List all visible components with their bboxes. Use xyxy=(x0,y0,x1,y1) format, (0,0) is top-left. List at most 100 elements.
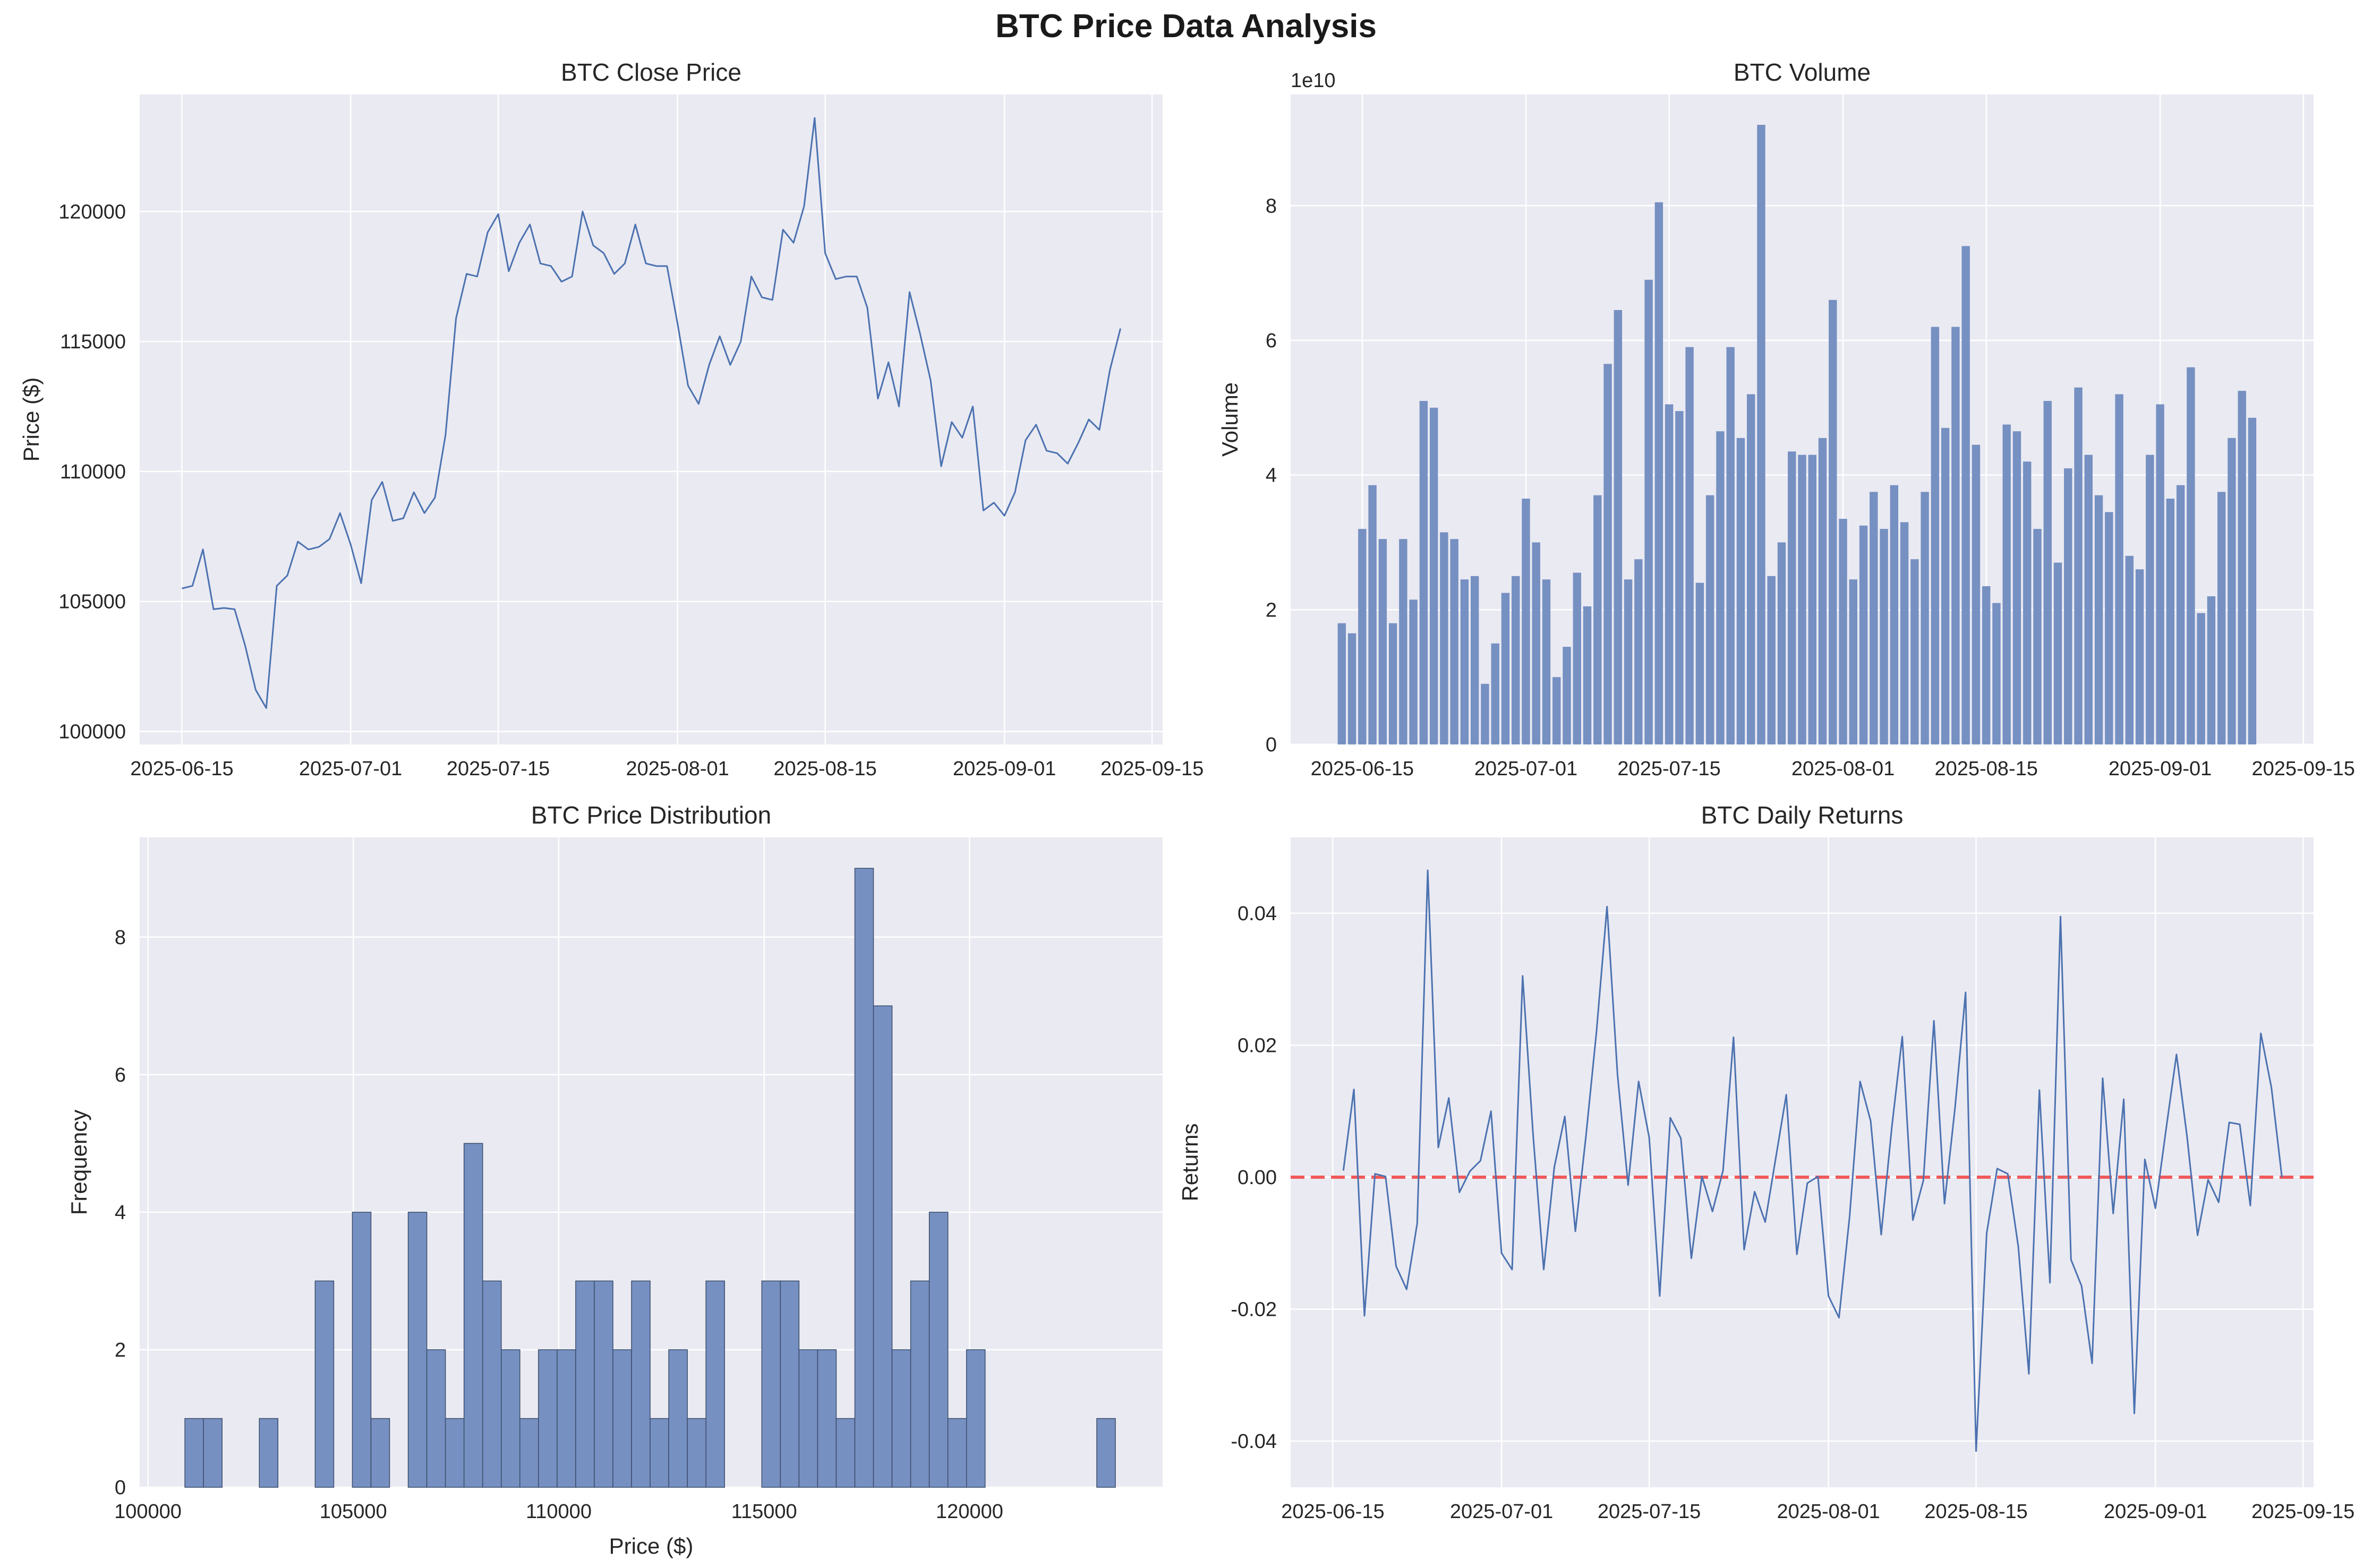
x-tick-label: 2025-09-01 xyxy=(2104,1501,2207,1523)
histogram-bar xyxy=(854,868,874,1488)
volume-bar xyxy=(1388,623,1397,744)
volume-bar xyxy=(1829,299,1837,744)
volume-bar xyxy=(2105,512,2113,744)
volume-bar xyxy=(1890,485,1899,744)
histogram-bar xyxy=(631,1280,651,1488)
volume-bar xyxy=(1705,495,1714,744)
volume-bar xyxy=(1961,246,1970,744)
volume-bar xyxy=(1972,444,1981,744)
volume-bar xyxy=(2125,555,2134,744)
histogram-bar xyxy=(575,1280,595,1488)
volume-bar xyxy=(2043,401,2052,744)
x-tick-label: 2025-07-15 xyxy=(1617,758,1720,780)
volume-bar xyxy=(1481,683,1489,744)
volume-bar xyxy=(1900,522,1909,744)
x-tick-label: 2025-08-01 xyxy=(1791,758,1895,780)
histogram-bar xyxy=(910,1280,930,1488)
histogram-bar xyxy=(501,1349,521,1488)
volume-bar xyxy=(1931,327,1940,744)
volume-bar xyxy=(2166,499,2175,744)
plot-area xyxy=(140,837,1163,1487)
plot-area xyxy=(1291,837,2314,1487)
x-tick-label: 110000 xyxy=(526,1501,592,1523)
y-tick-label: 105000 xyxy=(58,591,126,613)
volume-bar xyxy=(1573,572,1581,744)
x-tick-label: 115000 xyxy=(731,1501,797,1523)
histogram-bar xyxy=(445,1418,465,1488)
histogram-bar xyxy=(482,1280,502,1488)
volume-bar xyxy=(2002,424,2011,744)
volume-bar xyxy=(1358,529,1367,744)
volume-bar xyxy=(2187,367,2195,744)
histogram-bar xyxy=(370,1418,390,1488)
y-offset-label: 1e10 xyxy=(1291,70,1336,92)
volume-bar xyxy=(1992,603,2001,744)
y-tick-label: 0.04 xyxy=(1238,903,1277,925)
histogram-bar xyxy=(352,1212,372,1488)
y-tick-label: 8 xyxy=(115,927,126,949)
volume-bar xyxy=(1921,492,1929,744)
series-line xyxy=(182,117,1122,709)
volume-bar xyxy=(1337,623,1346,744)
y-tick-label: 115000 xyxy=(60,331,126,353)
panel-close: 2025-06-15 2025-07-01 2025-07-15 2025-08-01… xyxy=(19,58,1204,780)
volume-bar xyxy=(1746,394,1755,744)
y-tick-label: 2 xyxy=(115,1339,126,1361)
volume-bar xyxy=(1409,599,1418,744)
volume-bar xyxy=(1593,495,1602,744)
y-axis-label: Frequency xyxy=(66,1110,91,1215)
volume-bar xyxy=(1982,586,1991,744)
chart-title: BTC Daily Returns xyxy=(1701,801,1904,829)
volume-bar xyxy=(1583,606,1592,744)
volume-bar xyxy=(1695,582,1704,744)
volume-bar xyxy=(2238,391,2246,744)
histogram-bar xyxy=(761,1280,781,1488)
y-tick-label: 4 xyxy=(115,1202,126,1224)
histogram-bar xyxy=(426,1349,446,1488)
y-tick-label: 110000 xyxy=(60,461,126,483)
x-axis-label: Price ($) xyxy=(609,1533,694,1558)
y-axis-label: Volume xyxy=(1217,382,1242,457)
volume-bar xyxy=(1522,499,1530,744)
y-tick-label: -0.02 xyxy=(1231,1298,1277,1321)
volume-bar xyxy=(1675,411,1684,744)
volume-bar xyxy=(2033,529,2042,744)
histogram-bar xyxy=(594,1280,613,1488)
volume-bar xyxy=(1788,451,1796,744)
volume-bar xyxy=(1542,579,1551,744)
volume-bar xyxy=(1777,542,1786,744)
histogram-bar xyxy=(259,1418,279,1488)
histogram-bar xyxy=(835,1418,856,1488)
volume-bar xyxy=(1491,643,1499,744)
volume-bar xyxy=(1654,202,1663,744)
histogram-bar xyxy=(873,1005,893,1488)
volume-bar xyxy=(1726,347,1735,744)
x-tick-label: 2025-07-15 xyxy=(1598,1501,1701,1523)
volume-bar xyxy=(2115,394,2123,744)
volume-bar xyxy=(1767,576,1776,744)
x-tick-label: 2025-08-01 xyxy=(1777,1501,1880,1523)
y-tick-label: 0 xyxy=(115,1477,126,1499)
volume-bar xyxy=(1603,364,1612,744)
x-tick-label: 2025-08-15 xyxy=(1934,758,2037,780)
x-tick-label: 105000 xyxy=(320,1501,387,1523)
volume-bar xyxy=(1429,407,1438,744)
volume-bar xyxy=(1532,542,1540,744)
volume-bar xyxy=(2207,596,2216,744)
histogram-bar xyxy=(817,1349,837,1488)
y-tick-label: -0.04 xyxy=(1231,1430,1277,1453)
x-tick-label: 2025-06-15 xyxy=(1281,1501,1384,1523)
histogram-bar xyxy=(1096,1418,1116,1488)
volume-bar xyxy=(1512,576,1520,744)
histogram-bar xyxy=(463,1143,483,1488)
volume-bar xyxy=(1399,539,1407,744)
volume-bar xyxy=(2074,387,2083,744)
volume-bar xyxy=(1736,438,1745,744)
volume-bar xyxy=(1440,532,1448,744)
volume-bar xyxy=(2053,562,2062,744)
volume-bar xyxy=(2094,495,2103,744)
volume-bar xyxy=(1849,579,1858,744)
y-tick-label: 100000 xyxy=(58,721,126,743)
x-tick-label: 2025-06-15 xyxy=(130,758,233,780)
